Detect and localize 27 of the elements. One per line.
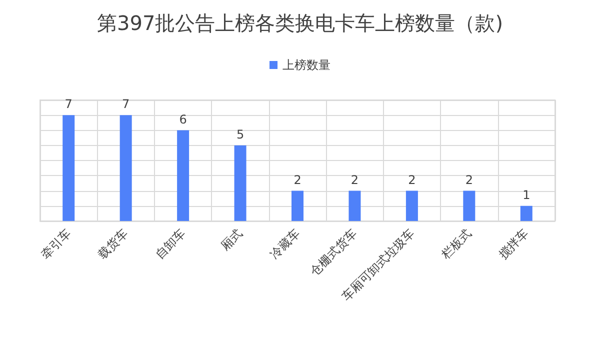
bar [348, 190, 361, 221]
chart-title: 第397批公告上榜各类换电卡车上榜数量（款) [97, 11, 503, 35]
bar [177, 130, 190, 221]
data-label: 7 [64, 97, 72, 112]
bar [120, 115, 132, 221]
x-tick-label: 冷藏车 [267, 226, 302, 262]
legend-label: 上榜数量 [282, 58, 330, 72]
data-label: 2 [294, 172, 302, 187]
x-tick-label: 搅拌车 [496, 226, 532, 262]
bar [292, 190, 304, 221]
data-label: 6 [179, 112, 187, 126]
x-tick-label: 牵引车 [38, 226, 74, 262]
data-label: 2 [408, 172, 416, 187]
data-label: 2 [465, 172, 473, 187]
x-tick-label: 栏板式 [438, 226, 474, 262]
bar [62, 115, 75, 221]
x-tick-label: 载货车 [95, 226, 131, 262]
data-label: 7 [122, 97, 130, 112]
x-tick-label: 厢式 [218, 226, 246, 253]
x-tick-label: 自卸车 [152, 226, 188, 262]
bar [463, 190, 476, 221]
data-label: 1 [522, 188, 530, 202]
bar [234, 145, 246, 221]
data-label: 2 [350, 172, 359, 187]
data-label: 5 [236, 127, 244, 142]
bar [406, 190, 418, 221]
bar [520, 206, 532, 221]
